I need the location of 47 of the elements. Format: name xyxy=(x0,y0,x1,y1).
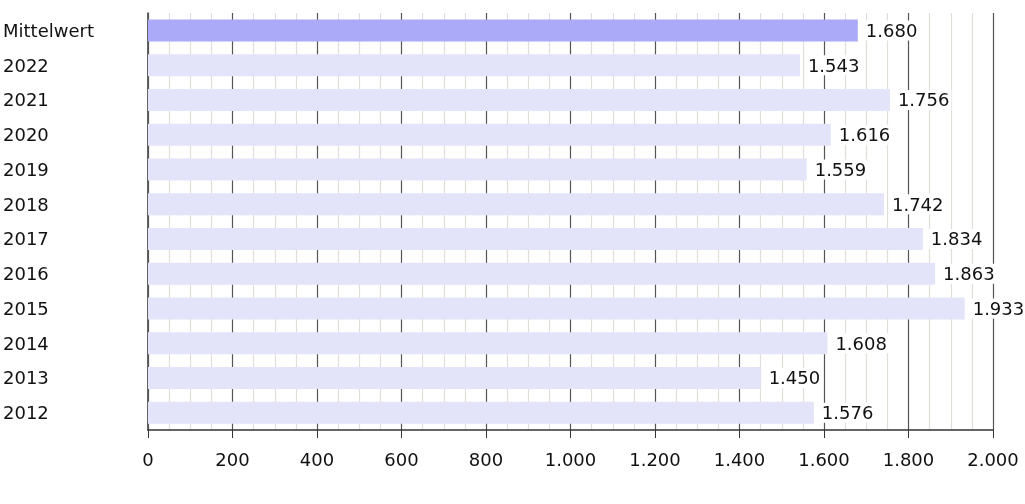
bar xyxy=(148,19,858,42)
data-label: 1.608 xyxy=(835,332,887,354)
y-tick-label: 2019 xyxy=(3,158,49,180)
x-tick-label: 0 xyxy=(142,448,154,470)
x-tick-label: 600 xyxy=(384,448,419,470)
x-tick-label: 1.400 xyxy=(713,448,766,470)
bar xyxy=(148,262,936,285)
bar xyxy=(148,366,761,389)
data-label: 1.933 xyxy=(972,297,1025,319)
x-tick-label: 200 xyxy=(215,448,250,470)
bar xyxy=(148,54,800,77)
bar xyxy=(148,227,923,250)
y-tick-label: 2018 xyxy=(3,193,49,215)
data-label: 1.543 xyxy=(807,54,860,76)
y-tick-label: 2016 xyxy=(3,263,49,285)
y-tick-label: 2015 xyxy=(3,297,49,319)
bar xyxy=(148,88,890,111)
x-tick-label: 1.600 xyxy=(798,448,850,470)
y-tick-label: 2017 xyxy=(3,228,49,250)
x-tick-label: 800 xyxy=(468,448,504,470)
bar xyxy=(148,193,884,216)
x-tick-label: 2.000 xyxy=(967,448,1019,470)
data-label: 1.616 xyxy=(838,124,891,146)
x-tick-label: 400 xyxy=(299,448,335,470)
data-label: 1.559 xyxy=(814,158,867,180)
y-tick-label: 2022 xyxy=(3,54,49,76)
data-label: 1.834 xyxy=(930,228,983,250)
y-tick-label: 2020 xyxy=(3,124,49,146)
bar xyxy=(148,158,807,181)
y-tick-label: 2021 xyxy=(3,89,49,111)
data-label: 1.680 xyxy=(865,19,918,41)
bar xyxy=(148,401,814,424)
data-label: 1.742 xyxy=(891,193,944,215)
bar xyxy=(148,123,831,146)
y-tick-label: 2013 xyxy=(3,367,49,389)
x-tick-label: 1.200 xyxy=(629,448,681,470)
data-label: 1.450 xyxy=(768,367,821,389)
data-label: 1.756 xyxy=(897,89,950,111)
data-label: 1.576 xyxy=(821,402,874,424)
x-tick-label: 1.800 xyxy=(882,448,935,470)
y-tick-label: Mittelwert xyxy=(3,19,94,41)
bar xyxy=(148,332,828,355)
data-label: 1.863 xyxy=(943,263,995,285)
y-tick-label: 2014 xyxy=(3,332,49,354)
x-tick-label: 1.000 xyxy=(544,448,597,470)
y-tick-label: 2012 xyxy=(3,402,49,424)
bar xyxy=(148,297,965,320)
